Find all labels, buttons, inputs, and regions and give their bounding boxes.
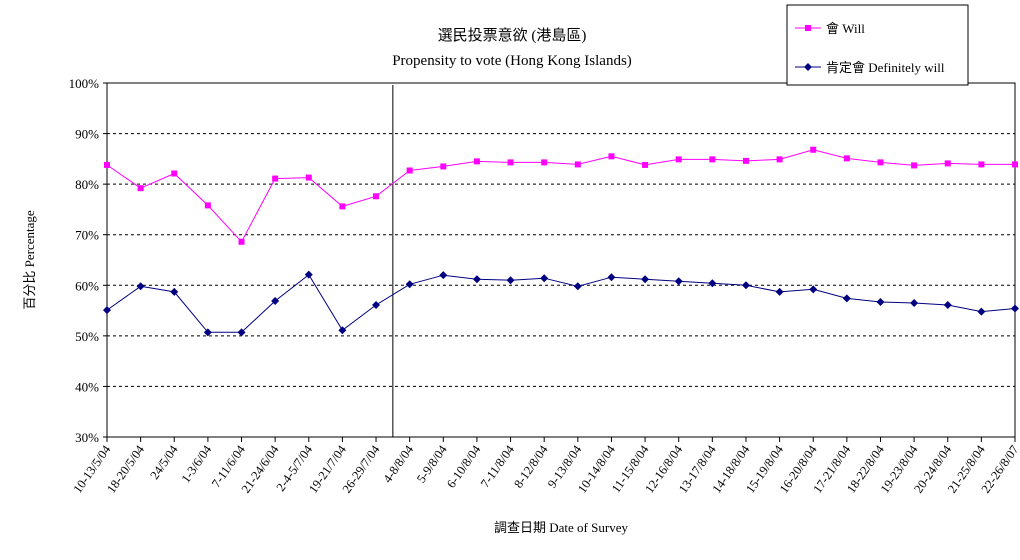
data-point-will [608,153,615,160]
y-axis-title: 百分比 Percentage [22,210,37,310]
x-tick-label: 5-9/8/04 [414,442,450,485]
data-point-will [272,175,279,182]
chart-title: 選民投票意欲 (港島區) [438,26,587,44]
series-lines [103,146,1019,337]
data-point-will [238,238,245,245]
data-point-definitely [338,326,347,335]
data-point-definitely [103,306,111,315]
legend-definitely-marker [804,63,812,71]
y-axis-ticks: 30% 40% 50% 60% 70% 80% 90% 100% [69,76,107,445]
data-point-will [541,159,548,166]
data-point-will [406,167,413,174]
data-point-definitely [237,328,246,337]
data-point-will [742,157,749,164]
data-point-will [373,193,380,200]
data-point-definitely [943,301,952,310]
data-point-definitely [506,276,515,285]
data-point-will [204,202,211,209]
data-point-will [709,156,716,163]
legend: 會 Will 肯定會 Definitely will [786,4,969,86]
data-point-definitely [472,275,481,284]
data-point-definitely [573,282,582,291]
data-point-will [104,161,110,168]
data-point-will [137,185,144,192]
y-tick-label: 80% [75,177,99,192]
data-point-will [843,155,850,162]
data-point-will [171,170,178,177]
data-point-definitely [910,298,919,307]
data-point-definitely [741,281,750,290]
data-point-will [440,163,447,170]
data-point-definitely [876,297,885,306]
data-point-will [574,161,581,168]
data-point-definitely [674,277,683,286]
data-point-definitely [977,307,986,316]
legend-definitely-label: 肯定會 Definitely will [826,60,945,75]
data-point-will [305,174,312,181]
y-tick-label: 70% [75,228,99,243]
y-tick-label: 100% [69,76,100,91]
x-tick-label: 1-3/6/04 [179,442,215,485]
gridlines [107,82,1015,387]
data-point-definitely [405,280,414,289]
data-point-definitely [203,328,212,337]
data-point-will [776,156,783,163]
data-point-will [507,159,514,166]
y-tick-label: 50% [75,329,99,344]
data-point-definitely [1011,304,1019,313]
x-axis-title: 調查日期 Date of Survey [494,520,628,535]
legend-box [786,4,969,86]
data-point-definitely [540,274,549,283]
data-point-definitely [809,285,818,294]
x-tick-label: 4-8/8/04 [380,442,416,485]
y-tick-label: 40% [75,379,99,394]
data-point-definitely [708,279,717,288]
data-point-will [944,160,951,167]
data-point-definitely [136,282,145,291]
data-point-will [1012,161,1018,168]
data-point-will [877,159,884,166]
data-point-definitely [842,294,851,303]
data-point-will [339,203,346,210]
data-point-will [810,146,817,153]
series-line-0 [106,149,1015,243]
legend-will-label: 會 Will [826,21,865,36]
y-tick-label: 30% [75,430,99,445]
series-line-1 [106,273,1016,333]
chart-subtitle: Propensity to vote (Hong Kong Islands) [392,53,632,69]
data-point-will [978,161,985,168]
data-point-will [473,158,480,165]
data-point-will [911,162,918,169]
y-tick-label: 60% [75,278,99,293]
data-point-definitely [775,287,784,296]
data-point-definitely [439,271,448,280]
legend-will-marker [805,25,811,31]
data-point-definitely [641,275,650,284]
y-tick-label: 90% [75,127,99,142]
x-tick-label: 24/5/04 [147,442,181,482]
data-point-definitely [304,270,313,279]
plot-area [106,82,1016,438]
data-point-definitely [271,296,280,305]
data-point-will [642,161,649,168]
data-point-definitely [170,287,179,296]
data-point-definitely [607,273,616,282]
data-point-definitely [372,301,381,310]
data-point-will [675,156,682,163]
